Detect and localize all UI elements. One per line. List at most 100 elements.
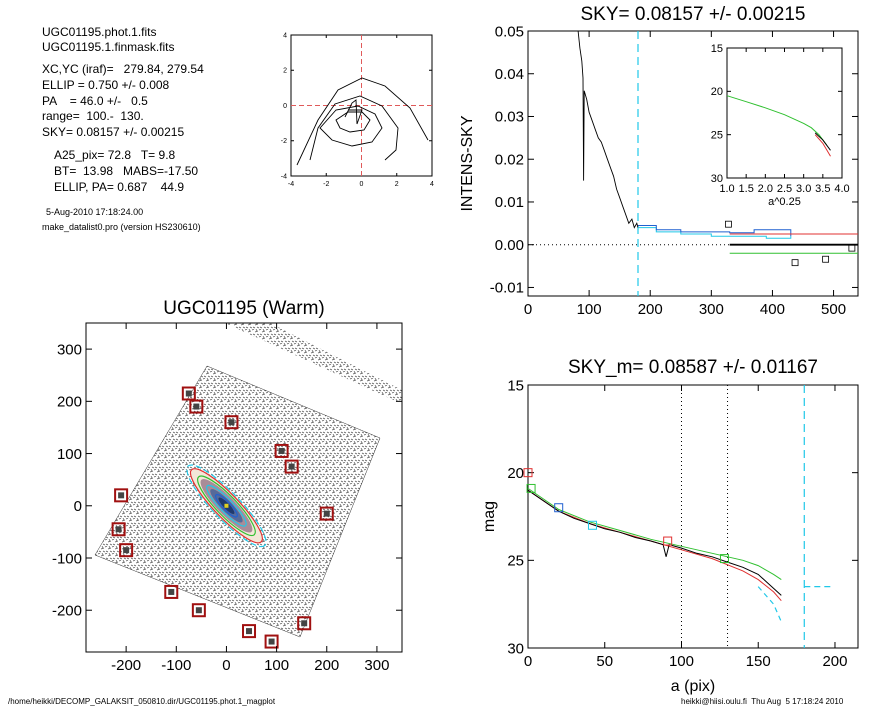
y-tick-label: 25 [507,553,524,570]
masked-star-core [195,607,202,614]
x-tick-label: 500 [821,301,846,318]
sky-plot-title: SKY= 0.08157 +/- 0.00215 [580,4,805,25]
y-tick-label: 0.03 [495,109,524,126]
masked-star-marker [242,624,257,639]
masked-star-core [301,620,308,627]
y-tick-label: 2 [283,68,287,75]
masked-star-core [278,447,285,454]
masked-star-core [288,463,295,470]
masked-star-core [268,638,275,645]
header-line-ellip: ELLIP = 0.750 +/- 0.008 [42,78,170,92]
x-tick-label: -100 [161,657,191,674]
y-tick-label: -200 [52,602,82,619]
x-tick-label: 4.0 [834,183,849,195]
x-tick-label: 300 [699,301,724,318]
masked-star-core [193,403,200,410]
masked-star-marker [114,488,129,503]
y-tick-label: 0.02 [495,151,524,168]
plot-frame [527,30,859,297]
masked-star-marker [264,634,279,649]
masked-star-core [228,419,235,426]
x-tick-label: -2 [323,181,329,188]
y-tick-label: 15 [507,377,524,394]
masked-star-core [185,390,192,397]
y-tick-label: 0.00 [495,237,524,254]
contour-plot: -4 -2 0 2 4 -4 -2 0 2 4 [281,32,434,188]
inset-green-profile [726,95,828,146]
y-tick-label: 0 [283,103,287,110]
masked-star-marker [111,522,126,537]
y-tick-label: 0 [74,498,82,515]
magnitude-profile-plot: 0 50 100 150 200 15 20 25 30 SKY_m= 0.08587 +/- 0… [481,357,859,695]
y-tick-label: -100 [52,550,82,567]
x-tick-label: 300 [364,657,389,674]
isophote-ellipse [189,468,263,544]
sky-sample-marker [725,220,732,228]
mag-sample-marker [523,468,533,478]
mag-sample-marker [663,536,673,546]
isophote-ellipse [186,464,267,548]
x-tick-label: 1.0 [719,183,734,195]
x-tick-label: 4 [430,181,434,188]
header-date: 5-Aug-2010 17:18:24.00 [46,207,144,217]
isophote-ellipse [215,494,238,518]
y-tick-label: -4 [281,173,287,180]
isophote-contour [296,77,429,166]
x-tick-label: 2 [395,181,399,188]
mag-black-profile [527,489,782,596]
masked-star-core [118,492,125,499]
header-line-bt: BT= 13.98 MABS=-17.50 [54,164,199,178]
masked-star-core [323,510,330,517]
y-tick-label: 30 [507,640,524,657]
galaxy-image-plot: UGC01195 (Warm) -200 -100 0 100 200 300 -200 -10… [52,298,403,674]
masked-star-marker [274,443,289,458]
y-tick-label: 30 [711,173,723,185]
masked-star-marker [191,603,206,618]
mag-sample-marker [554,503,564,513]
x-tick-label: 200 [314,657,339,674]
isophote-ellipse [206,484,247,527]
mag-sample-marker [719,554,729,564]
y-tick-label: 15 [711,43,723,55]
x-tick-label: 100 [264,657,289,674]
sky-profile-plot: 0 100 200 300 400 500 -0.01 0.00 0.01 0.02 0.03 0.0… [459,4,859,318]
inset-xlabel: a^0.25 [768,196,801,208]
header-line-file: UGC01195.phot.1.fits [42,25,157,39]
masked-star-core [246,628,253,635]
sky-sample-marker [848,244,856,252]
isophote-contour [335,111,371,133]
mag-red-profile [527,489,782,602]
y-tick-label: 300 [57,341,82,358]
sky-plot-ylabel: INTENS-SKY [459,115,476,211]
sky-inset-plot: 1.0 1.5 2.0 2.5 3.0 3.5 4.0 15 20 25 30 a^0.25 [697,43,850,213]
isophote-ellipse [197,475,256,537]
footer-user-stamp: heikki@hiisi.oulu.fi Thu Aug 5 17:18:24 … [681,697,844,706]
x-tick-label: 1.5 [739,183,754,195]
mag-plot-ylabel: mag [481,501,498,532]
x-tick-label: 2.5 [777,183,792,195]
masked-star-marker [119,543,134,558]
y-tick-label: 4 [283,32,287,39]
x-tick-label: 50 [596,653,613,670]
blue-sky-steps [638,225,792,237]
y-tick-label: 20 [507,465,524,482]
y-tick-label: 0.01 [495,194,524,211]
y-tick-label: 25 [711,130,723,142]
y-tick-label: 20 [711,86,723,98]
image-strip-field [225,323,402,404]
mag-sample-marker [587,520,597,530]
masked-star-core [115,526,122,533]
x-tick-label: 0 [222,657,230,674]
x-tick-label: 200 [638,301,663,318]
mag-sample-marker [526,483,536,493]
header-line-range: range= 100.- 130. [42,109,144,123]
footer-path: /home/heikki/DECOMP_GALAKSIT_050810.dir/… [8,697,276,706]
y-tick-label: 200 [57,394,82,411]
x-tick-label: 100 [577,301,602,318]
masked-star-core [168,588,175,595]
masked-star-marker [297,616,312,631]
x-tick-label: 100 [669,653,694,670]
x-tick-label: 0 [360,181,364,188]
y-tick-label: 0.04 [495,66,524,83]
